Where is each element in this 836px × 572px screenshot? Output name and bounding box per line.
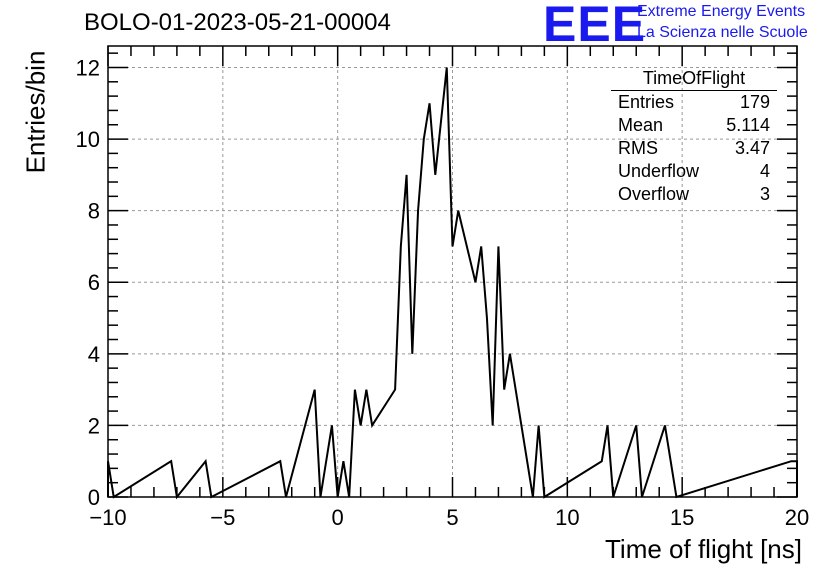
x-tick-label: −5 (210, 505, 235, 530)
stats-row-rms: RMS 3.47 (611, 137, 777, 160)
stats-box-title: TimeOfFlight (611, 66, 777, 91)
stats-box: TimeOfFlight Entries 179 Mean 5.114 RMS … (611, 66, 777, 206)
x-tick-label: −10 (89, 505, 126, 530)
y-tick-label: 12 (76, 55, 100, 80)
x-tick-label: 15 (670, 505, 694, 530)
stats-label: Overflow (618, 184, 690, 204)
stats-label: Entries (618, 92, 675, 112)
eee-logo-mark: EEE (543, 0, 647, 52)
y-axis-label: Entries/bin (20, 50, 51, 174)
y-tick-label: 6 (88, 270, 100, 295)
y-tick-label: 10 (76, 127, 100, 152)
stats-value: 3.47 (734, 138, 770, 158)
stats-label: Underflow (618, 161, 700, 181)
stats-value: 5.114 (726, 115, 770, 135)
stats-row-entries: Entries 179 (611, 91, 777, 114)
x-tick-label: 5 (446, 505, 458, 530)
y-tick-label: 8 (88, 199, 100, 224)
logo-text-line1: Extreme Energy Events (637, 3, 806, 20)
stats-value: 179 (739, 92, 770, 112)
stats-value: 4 (759, 161, 770, 181)
stats-label: RMS (618, 138, 658, 158)
histogram-outline (107, 67, 798, 500)
chart-title: BOLO-01-2023-05-21-00004 (84, 9, 391, 36)
y-tick-label: 2 (88, 413, 100, 438)
stats-row-mean: Mean 5.114 (611, 114, 777, 137)
x-tick-label: 10 (555, 505, 579, 530)
x-tick-label: 0 (332, 505, 344, 530)
y-tick-label: 0 (88, 485, 100, 510)
x-tick-label: 20 (785, 505, 809, 530)
stats-label: Mean (618, 115, 664, 135)
logo-text-line2: La Scienza nelle Scuole (637, 24, 808, 41)
grid-lines (108, 46, 797, 497)
stats-row-overflow: Overflow 3 (611, 183, 777, 206)
stats-value: 3 (759, 184, 770, 204)
axis-tick-labels: −10 −5 0 5 10 15 20 0 2 4 6 8 10 12 (76, 55, 810, 530)
stats-row-underflow: Underflow 4 (611, 160, 777, 183)
y-tick-label: 4 (88, 342, 100, 367)
axis-ticks (107, 46, 798, 498)
x-axis-label: Time of flight [ns] (605, 534, 802, 564)
